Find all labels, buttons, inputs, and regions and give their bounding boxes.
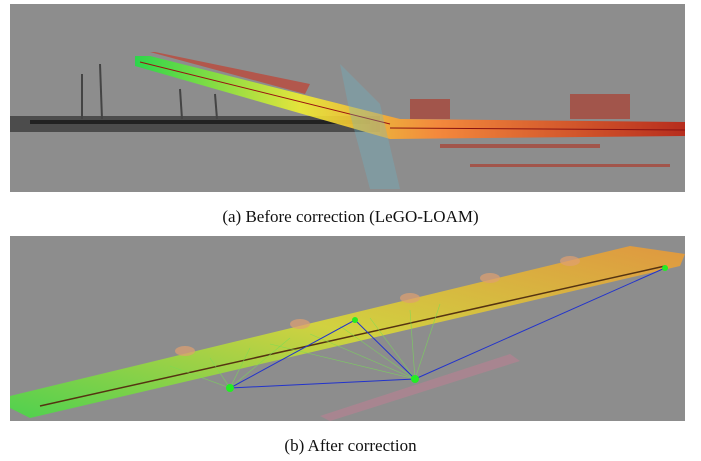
- page: (a) Before correction (LeGO-LOAM) (b) Af…: [0, 0, 701, 461]
- caption: (a) Before correction (LeGO-LOAM): [0, 207, 701, 227]
- panel-b-image: [10, 236, 685, 421]
- panel-a-image: [10, 4, 685, 192]
- caption: (b) After correction: [0, 436, 701, 456]
